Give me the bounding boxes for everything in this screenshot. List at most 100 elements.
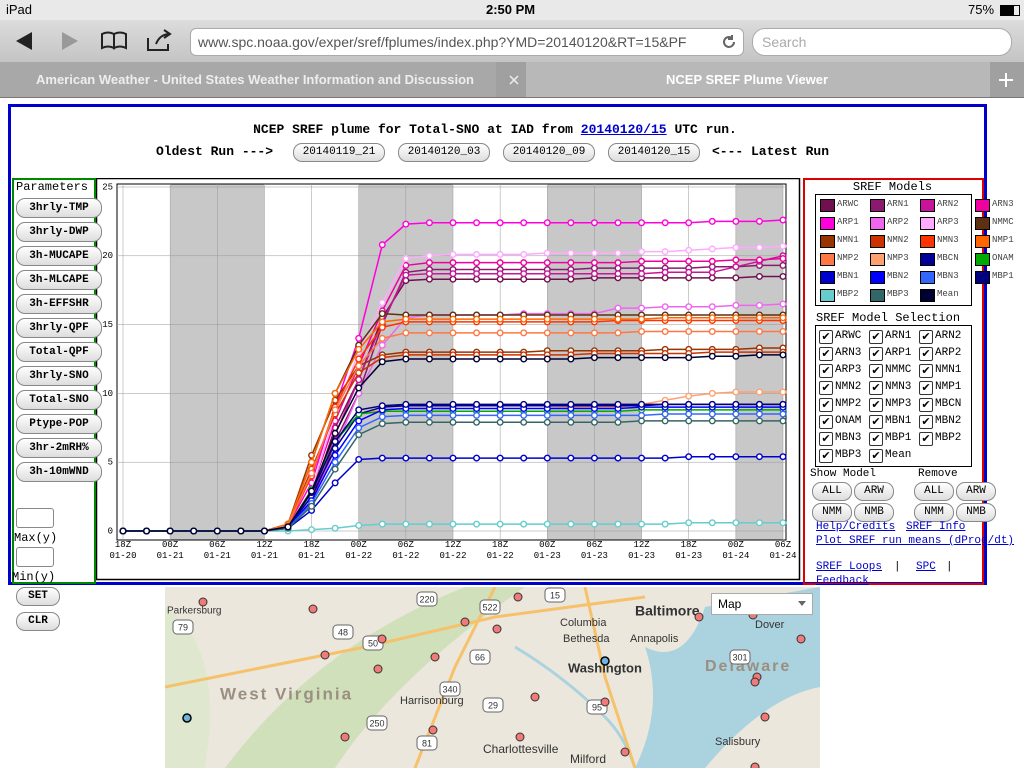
parameter-button[interactable]: Ptype-POP (16, 414, 102, 434)
checkbox[interactable]: ✔ (869, 398, 883, 412)
run-button[interactable]: 20140120_09 (503, 143, 595, 162)
parameter-button[interactable]: Total-SNO (16, 390, 102, 410)
map[interactable]: Parkersburg Baltimore Columbia Bethesda Anna… (165, 587, 820, 768)
data-point (708, 519, 716, 527)
data-point (685, 246, 693, 254)
checkbox[interactable]: ✔ (819, 347, 833, 361)
show-button[interactable]: ARW (854, 482, 894, 501)
legend-swatch (870, 271, 885, 284)
map-type-menu[interactable]: Map (711, 593, 813, 615)
link[interactable]: Feedback (816, 575, 869, 587)
parameter-button[interactable]: 3h-EFFSHR (16, 294, 102, 314)
show-button[interactable]: ALL (812, 482, 852, 501)
checkbox[interactable]: ✔ (819, 330, 833, 344)
share-button[interactable] (147, 29, 172, 51)
station-marker (428, 725, 438, 735)
data-point (755, 217, 763, 225)
data-point (473, 259, 481, 267)
parameter-button[interactable]: Total-QPF (16, 342, 102, 362)
checkbox[interactable]: ✔ (919, 330, 933, 344)
back-button[interactable] (16, 32, 32, 50)
data-point (402, 255, 410, 263)
content-frame (8, 104, 987, 585)
min-input[interactable] (16, 547, 54, 567)
x-tick-label: 18Z 01-23 (675, 540, 702, 561)
parameter-button[interactable]: 3h-10mWND (16, 462, 102, 482)
data-point (685, 417, 693, 425)
checkbox[interactable]: ✔ (919, 381, 933, 395)
data-point (779, 300, 787, 308)
checkbox[interactable]: ✔ (869, 364, 883, 378)
forward-button[interactable] (62, 32, 78, 50)
data-point (355, 384, 363, 392)
checkbox[interactable]: ✔ (869, 347, 883, 361)
data-point (779, 272, 787, 280)
data-point (708, 257, 716, 265)
link[interactable]: SREF Loops (816, 561, 883, 573)
legend-swatch (870, 199, 885, 212)
checkbox[interactable]: ✔ (869, 415, 883, 429)
link[interactable]: SPC (916, 561, 936, 573)
data-point (308, 526, 316, 534)
x-tick-label-line: 01-23 (534, 551, 561, 561)
data-point (567, 418, 575, 426)
checkbox[interactable]: ✔ (869, 449, 883, 463)
remove-button[interactable]: ALL (914, 482, 954, 501)
remove-button[interactable]: NMB (956, 503, 996, 522)
checkbox[interactable]: ✔ (869, 381, 883, 395)
search-field[interactable]: Search (752, 28, 1012, 56)
show-button[interactable]: NMB (854, 503, 894, 522)
checkbox[interactable]: ✔ (869, 432, 883, 446)
set-button[interactable]: SET (16, 587, 60, 606)
checkbox[interactable]: ✔ (919, 432, 933, 446)
checkbox[interactable]: ✔ (819, 449, 833, 463)
remove-button[interactable]: NMM (914, 503, 954, 522)
max-input[interactable] (16, 508, 54, 528)
data-point (755, 314, 763, 322)
checkbox[interactable]: ✔ (819, 364, 833, 378)
checkbox[interactable]: ✔ (819, 381, 833, 395)
bookmarks-button[interactable] (101, 31, 127, 50)
data-point (355, 424, 363, 432)
checkbox[interactable]: ✔ (819, 432, 833, 446)
link[interactable]: Help/Credits (816, 521, 896, 533)
parameters-heading: Parameters (16, 180, 89, 194)
parameter-button[interactable]: 3hrly-QPF (16, 318, 102, 338)
checkbox[interactable]: ✔ (919, 364, 933, 378)
checkbox[interactable]: ✔ (819, 398, 833, 412)
x-tick-label: 06Z 01-22 (392, 540, 419, 561)
checkbox[interactable]: ✔ (919, 347, 933, 361)
x-tick-label-line: 18Z (681, 540, 698, 550)
url-field[interactable]: www.spc.noaa.gov/exper/sref/fplumes/inde… (190, 28, 744, 56)
link[interactable]: SREF Info (906, 521, 966, 533)
link[interactable]: Plot SREF run means (dProg/dt) (816, 535, 1015, 547)
run-button[interactable]: 20140120_03 (398, 143, 490, 162)
parameter-button[interactable]: 3hrly-SNO (16, 366, 102, 386)
run-button[interactable]: 20140120_15 (608, 143, 700, 162)
new-tab[interactable] (998, 72, 1014, 88)
tab-close[interactable] (508, 74, 520, 86)
parameter-button[interactable]: 3h-MLCAPE (16, 270, 102, 290)
data-point (473, 275, 481, 283)
terrain (225, 587, 525, 768)
checkbox-label: ARN2 (935, 330, 962, 342)
tab[interactable]: American Weather - United States Weather… (0, 62, 496, 97)
run-button[interactable]: 20140119_21 (293, 143, 385, 162)
remove-button[interactable]: ARW (956, 482, 996, 501)
show-button[interactable]: NMM (812, 503, 852, 522)
tab-active[interactable]: NCEP SREF Plume Viewer (526, 62, 990, 97)
clear-button[interactable]: CLR (16, 612, 60, 631)
parameter-button[interactable]: 3h-MUCAPE (16, 246, 102, 266)
parameter-button[interactable]: 3hrly-TMP (16, 198, 102, 218)
y-tick-label: 25 (102, 182, 113, 192)
parameter-button[interactable]: 3hrly-DWP (16, 222, 102, 242)
reload-icon[interactable] (721, 34, 737, 50)
checkbox[interactable]: ✔ (919, 415, 933, 429)
parameter-button[interactable]: 3hr-2mRH% (16, 438, 102, 458)
checkbox[interactable]: ✔ (819, 415, 833, 429)
checkbox[interactable]: ✔ (869, 330, 883, 344)
run-link[interactable]: 20140120/15 (580, 122, 667, 137)
x-tick-label: 00Z 01-21 (157, 540, 184, 561)
data-point (520, 315, 528, 323)
checkbox[interactable]: ✔ (919, 398, 933, 412)
